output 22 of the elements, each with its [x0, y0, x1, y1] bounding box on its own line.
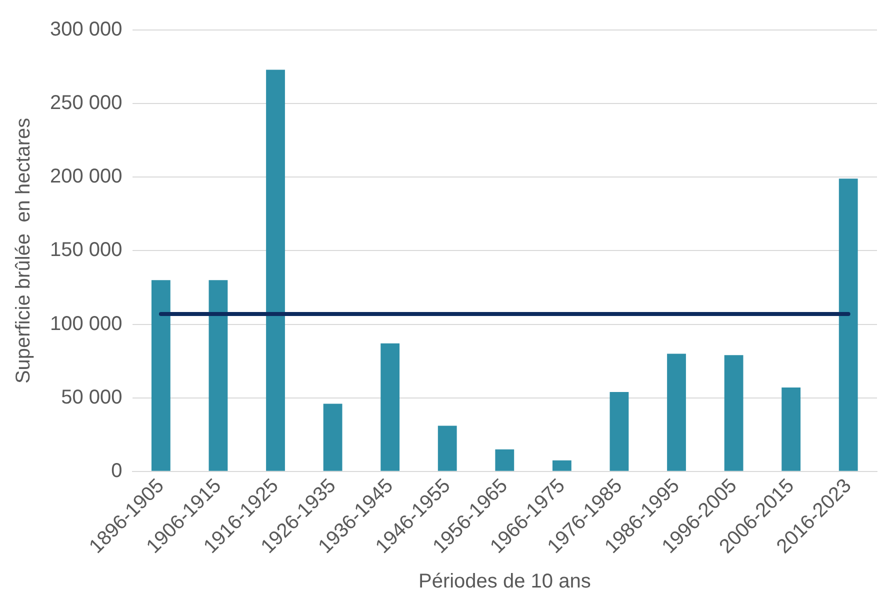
y-tick-label: 250 000 [50, 92, 122, 114]
y-tick-label: 0 [111, 460, 122, 482]
x-axis-title: Périodes de 10 ans [418, 570, 591, 593]
bar [438, 426, 457, 471]
bar [495, 449, 514, 471]
bar [208, 280, 228, 471]
bar [323, 404, 342, 471]
bar [667, 354, 686, 471]
bar [724, 355, 744, 471]
bar [782, 388, 801, 471]
y-axis-title: Superficie brûlée en hectares [12, 118, 35, 384]
bar [610, 392, 629, 471]
bar [552, 460, 572, 471]
y-tick-label: 300 000 [50, 18, 122, 41]
y-tick-label: 100 000 [50, 312, 122, 335]
y-tick-label: 200 000 [50, 166, 122, 188]
bar [380, 343, 400, 471]
y-tick-label: 150 000 [50, 239, 122, 262]
y-tick-label: 50 000 [61, 386, 122, 408]
bar [838, 178, 858, 471]
bar [266, 70, 285, 471]
bar [151, 280, 170, 471]
